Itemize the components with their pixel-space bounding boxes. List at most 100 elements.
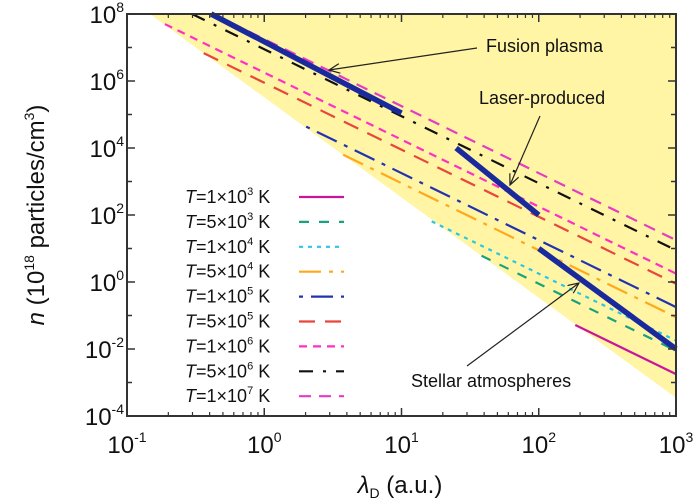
tick-exponent: -1 — [134, 429, 147, 445]
tick-base: 10 — [90, 203, 117, 230]
tick-base: 10 — [247, 432, 274, 459]
legend-mantissa: =1×10 — [196, 336, 247, 356]
y-tick-label: 10-2 — [85, 334, 124, 364]
legend-mantissa: =5×10 — [196, 361, 247, 381]
tick-exponent: 3 — [685, 429, 693, 445]
annotations: Fusion plasma Laser-produced Stellar atmos… — [329, 36, 605, 391]
x-label-sub: D — [370, 485, 380, 501]
x-label-unit: (a.u.) — [380, 472, 443, 499]
legend-label: T=5×106 K — [185, 360, 270, 381]
legend-label: T=1×105 K — [185, 286, 270, 307]
tick-base: 10 — [85, 404, 112, 431]
annotation-arrow — [510, 115, 541, 185]
tick-exponent: 6 — [116, 66, 124, 82]
legend-exponent: 4 — [247, 236, 253, 248]
tick-base: 10 — [107, 432, 134, 459]
tick-base: 10 — [90, 136, 117, 163]
legend-unit: K — [253, 386, 270, 406]
legend-var: T — [185, 212, 198, 232]
y-tick-label: 106 — [90, 66, 125, 96]
y-label-sup: 3 — [21, 112, 37, 120]
legend: T=1×103 KT=5×103 KT=1×104 KT=5×104 KT=1×… — [185, 186, 344, 406]
region-line-fusion-plasma — [209, 11, 403, 116]
series-line-T-5000000 — [191, 13, 677, 252]
legend-exponent: 6 — [247, 335, 253, 347]
plasma-region-shading — [149, 14, 677, 398]
legend-unit: K — [253, 312, 270, 332]
legend-var: T — [185, 287, 198, 307]
legend-label: T=5×105 K — [185, 311, 270, 332]
legend-label: T=5×104 K — [185, 261, 270, 282]
legend-unit: K — [253, 336, 270, 356]
legend-label: T=1×103 K — [185, 186, 270, 207]
legend-exponent: 7 — [247, 385, 253, 397]
legend-unit: K — [253, 262, 270, 282]
axis-labels: λD (a.u.) n (1018 particles/cm3) — [21, 105, 442, 501]
legend-mantissa: =5×10 — [196, 312, 247, 332]
x-label-var: λ — [356, 472, 370, 499]
legend-mantissa: =5×10 — [196, 212, 247, 232]
tick-exponent: 0 — [116, 267, 124, 283]
series-line-T-5000 — [481, 254, 677, 352]
annotation-arrow — [466, 283, 579, 367]
y-label-text: (10 — [23, 271, 50, 312]
y-label-text: ) — [23, 105, 50, 113]
tick-exponent: 2 — [548, 429, 556, 445]
legend-exponent: 4 — [247, 261, 253, 273]
legend-exponent: 5 — [247, 286, 253, 298]
temperature-series — [164, 13, 677, 376]
series-line-T-100000 — [305, 125, 677, 309]
y-tick-label: 10-4 — [85, 401, 124, 431]
legend-label: T=5×103 K — [185, 211, 270, 232]
legend-mantissa: =1×10 — [196, 386, 247, 406]
legend-unit: K — [253, 212, 270, 232]
legend-mantissa: =1×10 — [196, 187, 247, 207]
x-tick-label: 100 — [247, 429, 282, 459]
x-tick-label: 101 — [384, 429, 419, 459]
x-tick-label: 103 — [659, 429, 694, 459]
legend-var: T — [185, 262, 198, 282]
tick-exponent: 2 — [116, 200, 124, 216]
series-line-T-1000 — [574, 323, 677, 376]
tick-base: 10 — [90, 69, 117, 96]
legend-unit: K — [253, 287, 270, 307]
x-tick-label: 10-1 — [107, 429, 146, 459]
tick-exponent: 1 — [411, 429, 419, 445]
y-tick-label: 108 — [90, 0, 125, 29]
legend-exponent: 5 — [247, 311, 253, 323]
legend-exponent: 3 — [247, 186, 253, 198]
legend-label: T=1×107 K — [185, 385, 270, 406]
x-tick-label: 102 — [522, 429, 557, 459]
y-tick-label: 100 — [90, 267, 125, 297]
legend-var: T — [185, 336, 198, 356]
tick-exponent: 0 — [274, 429, 282, 445]
legend-label: T=1×104 K — [185, 236, 270, 257]
tick-base: 10 — [85, 337, 112, 364]
region-line-laser-produced — [454, 145, 541, 218]
x-axis-label: λD (a.u.) — [356, 472, 443, 501]
series-line-T-1000000 — [164, 23, 677, 275]
tick-exponent: 4 — [116, 133, 124, 149]
y-tick-label: 102 — [90, 200, 125, 230]
legend-mantissa: =5×10 — [196, 262, 247, 282]
tick-base: 10 — [659, 432, 686, 459]
legend-exponent: 6 — [247, 360, 253, 372]
tick-exponent: 8 — [116, 0, 124, 15]
series-line-T-50000 — [342, 153, 677, 319]
shaded-plasma-region — [149, 14, 677, 398]
tick-exponent: -4 — [112, 401, 125, 417]
y-axis-label: n (1018 particles/cm3) — [21, 105, 50, 326]
legend-unit: K — [253, 187, 270, 207]
y-label-var: n — [23, 312, 50, 325]
legend-unit: K — [253, 361, 270, 381]
tick-base: 10 — [522, 432, 549, 459]
legend-var: T — [185, 386, 198, 406]
tick-base: 10 — [90, 2, 117, 29]
annotation-stellar-atmospheres: Stellar atmospheres — [411, 371, 571, 391]
annotation-fusion-plasma: Fusion plasma — [486, 36, 604, 56]
series-line-T-10000000 — [212, 13, 677, 242]
y-tick-label: 104 — [90, 133, 125, 163]
tick-base: 10 — [90, 270, 117, 297]
